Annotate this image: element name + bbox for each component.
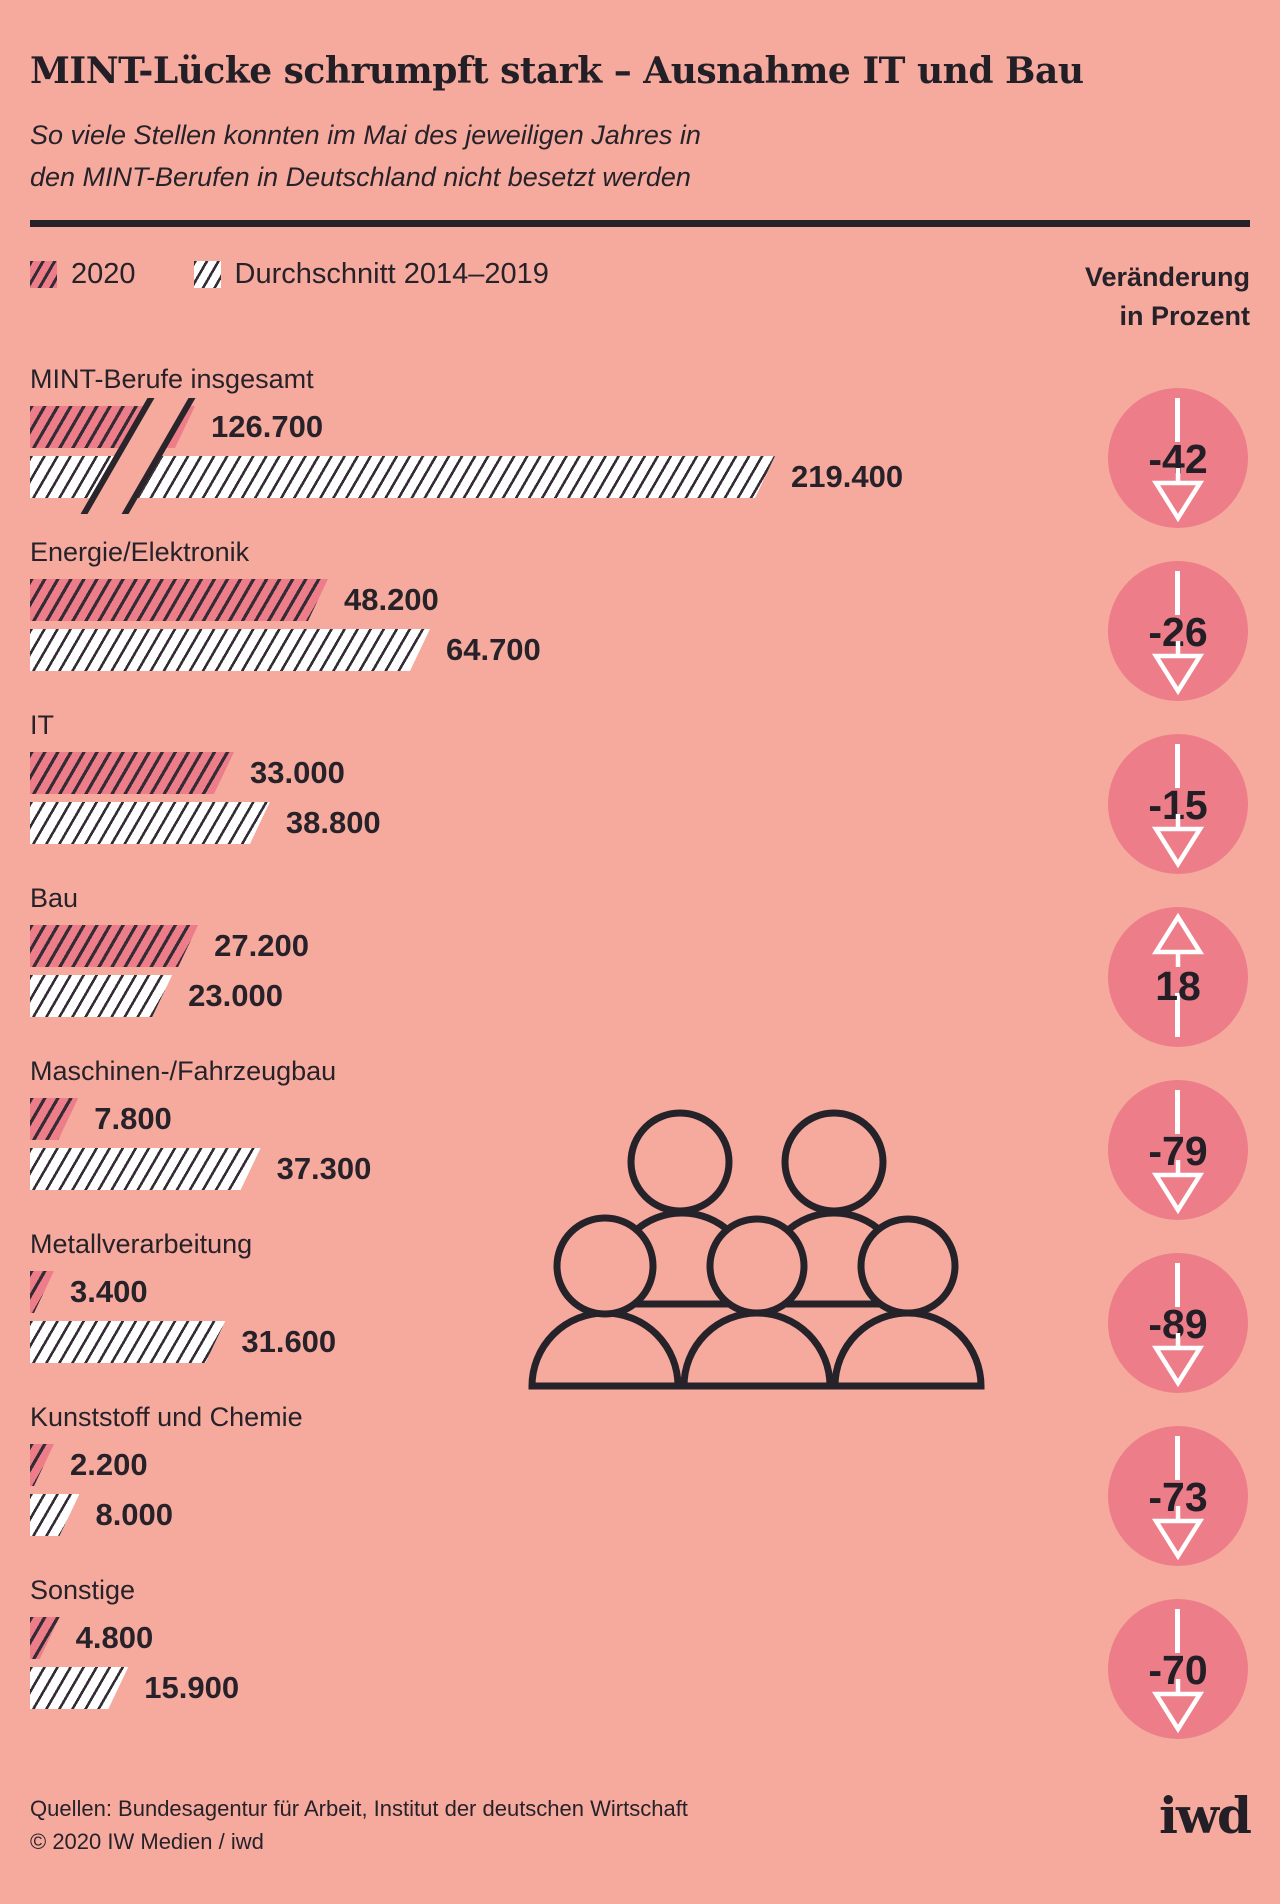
change-indicator: -26 — [1108, 561, 1248, 701]
change-indicator: 18 — [1108, 907, 1248, 1047]
source-line: Quellen: Bundesagentur für Arbeit, Insti… — [30, 1796, 688, 1821]
change-column-header: Veränderung in Prozent — [1085, 258, 1250, 336]
change-header-line-2: in Prozent — [1119, 301, 1250, 332]
arrow-shaft — [1175, 993, 1180, 1037]
category-group-bau: Bau 27.200 23.000 18 — [30, 881, 1250, 1054]
change-indicator: -42 — [1108, 388, 1248, 528]
bar-value-average: 23.000 — [188, 978, 283, 1013]
bar-2020 — [30, 579, 328, 621]
category-group-maschinen-fahrzeugbau: Maschinen-/Fahrzeugbau 7.800 37.300 -79 — [30, 1054, 1250, 1227]
bar-value-average: 8.000 — [95, 1497, 174, 1532]
arrow-down-icon — [1151, 1160, 1205, 1216]
arrow-shaft — [1175, 1609, 1180, 1653]
arrow-shaft — [1175, 398, 1180, 442]
change-header-line-1: Veränderung — [1084, 262, 1250, 292]
bar-average — [30, 629, 430, 671]
change-indicator: -15 — [1108, 734, 1248, 874]
people-group-icon — [528, 1106, 988, 1390]
arrow-down-icon — [1151, 1333, 1205, 1389]
bar-2020 — [30, 1444, 54, 1486]
arrow-up-icon — [1151, 911, 1205, 967]
bar-value-2020: 33.000 — [250, 755, 345, 790]
change-indicator: -79 — [1108, 1080, 1248, 1220]
arrow-down-icon — [1151, 1506, 1205, 1562]
category-group-energie-elektronik: Energie/Elektronik 48.200 64.700 -26 — [30, 535, 1250, 708]
bar-average — [30, 1321, 225, 1363]
legend-item-2020: 2020 — [30, 258, 136, 291]
category-group-it: IT 33.000 38.800 -15 — [30, 708, 1250, 881]
divider-rule — [30, 220, 1250, 227]
category-label: Metallverarbeitung — [30, 1229, 253, 1259]
bar-value-2020: 126.700 — [211, 409, 324, 444]
arrow-down-icon — [1151, 641, 1205, 697]
category-group-mint-insgesamt: MINT-Berufe insgesamt 126.700 219.400 -4… — [30, 362, 1250, 535]
bar-value-average: 64.700 — [445, 632, 541, 667]
bar-average — [30, 1494, 79, 1536]
category-group-sonstige: Sonstige 4.800 15.900 -70 — [30, 1573, 1250, 1746]
category-label: MINT-Berufe insgesamt — [30, 364, 314, 394]
arrow-shaft — [1175, 1090, 1180, 1134]
change-value: 18 — [1155, 963, 1201, 1009]
arrow-shaft — [1175, 744, 1180, 788]
category-label: Energie/Elektronik — [30, 537, 250, 567]
bar-average — [30, 802, 270, 844]
change-indicator: -73 — [1108, 1426, 1248, 1566]
category-label: Bau — [30, 883, 79, 913]
bar-2020 — [30, 752, 234, 794]
category-label: Maschinen-/Fahrzeugbau — [30, 1056, 337, 1086]
change-indicator: -70 — [1108, 1599, 1248, 1739]
legend-swatch-2020-icon — [30, 261, 57, 288]
bar-2020 — [30, 1271, 54, 1313]
legend-label-2020: 2020 — [71, 258, 136, 290]
legend-label-average: Durchschnitt 2014–2019 — [234, 258, 549, 290]
bar-value-2020: 7.800 — [94, 1101, 172, 1136]
legend-item-average: Durchschnitt 2014–2019 — [193, 258, 549, 291]
bar-2020 — [30, 925, 198, 967]
bar-value-2020: 3.400 — [70, 1274, 148, 1309]
bar-average — [30, 975, 172, 1017]
legend: 2020 Durchschnitt 2014–2019 Veränderung … — [30, 258, 1250, 336]
category-label: Kunststoff und Chemie — [30, 1402, 303, 1432]
bar-value-2020: 4.800 — [75, 1620, 154, 1655]
bar-2020 — [30, 1098, 78, 1140]
footer-sources: Quellen: Bundesagentur für Arbeit, Insti… — [30, 1792, 688, 1858]
bar-value-2020: 27.200 — [214, 928, 309, 963]
category-group-kunststoff-chemie: Kunststoff und Chemie 2.200 8.000 -73 — [30, 1400, 1250, 1573]
category-group-metallverarbeitung: Metallverarbeitung 3.400 31.600 -89 — [30, 1227, 1250, 1400]
legend-swatch-average-icon — [193, 261, 221, 288]
copyright-line: © 2020 IW Medien / iwd — [30, 1829, 264, 1854]
arrow-shaft — [1175, 1436, 1180, 1480]
bar-average — [30, 1667, 128, 1709]
category-label: IT — [30, 710, 54, 740]
bar-value-average: 15.900 — [144, 1670, 240, 1705]
bar-value-average: 38.800 — [285, 805, 381, 840]
subtitle-line-2: den MINT-Berufen in Deutschland nicht be… — [30, 161, 691, 192]
arrow-shaft — [1175, 571, 1180, 615]
arrow-down-icon — [1151, 1679, 1205, 1735]
bar-value-average: 37.300 — [276, 1151, 372, 1186]
page-subtitle: So viele Stellen konnten im Mai des jewe… — [30, 115, 701, 199]
bar-chart: MINT-Berufe insgesamt 126.700 219.400 -4… — [30, 362, 1250, 1746]
bar-value-average: 219.400 — [791, 459, 904, 494]
arrow-down-icon — [1151, 814, 1205, 870]
page-title: MINT-Lücke schrumpft stark – Ausnahme IT… — [30, 50, 1084, 93]
change-indicator: -89 — [1108, 1253, 1248, 1393]
bar-2020 — [30, 1617, 60, 1659]
category-label: Sonstige — [30, 1575, 136, 1605]
bar-value-average: 31.600 — [241, 1324, 337, 1359]
bar-value-2020: 48.200 — [343, 582, 439, 617]
subtitle-line-1: So viele Stellen konnten im Mai des jewe… — [30, 120, 701, 150]
arrow-shaft — [1175, 1263, 1180, 1307]
bar-value-2020: 2.200 — [70, 1447, 148, 1482]
iwd-logo: iwd — [1159, 1786, 1252, 1845]
bar-average — [30, 1148, 261, 1190]
arrow-down-icon — [1151, 468, 1205, 524]
